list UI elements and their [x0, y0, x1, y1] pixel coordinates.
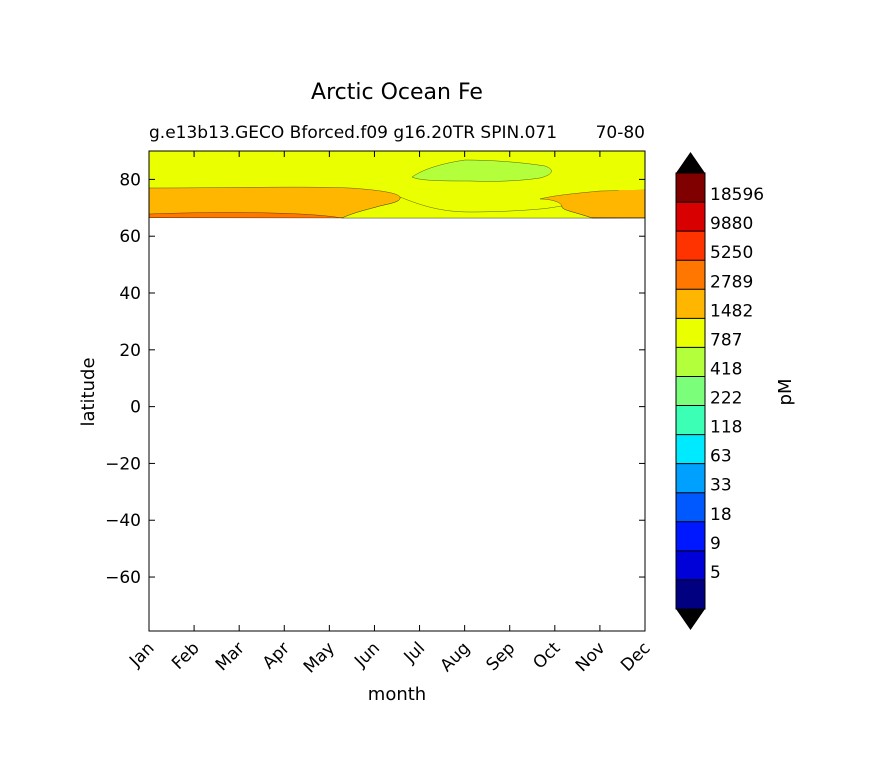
chart-subtitle-left: g.e13b13.GECO Bforced.f09 g16.20TR SPIN.… — [149, 123, 557, 143]
x-tick-label: Jun — [350, 638, 384, 672]
x-axis-label: month — [368, 684, 426, 705]
colorbar-tick-label: 1482 — [710, 301, 753, 321]
contour-region-418-787 — [411, 159, 552, 182]
colorbar-tick-label: 18596 — [710, 185, 764, 205]
colorbar-band — [676, 492, 705, 522]
x-tick-label: Oct — [529, 638, 564, 673]
plot-frame — [148, 150, 646, 632]
plot-area: 80 60 40 20 0 −20 −40 −60 Jan Feb Mar Apr May Jun Jul… — [105, 150, 655, 677]
x-tick-label: Apr — [259, 638, 294, 673]
colorbar-band — [676, 463, 705, 493]
y-tick-label: −40 — [105, 511, 141, 531]
y-tick-label: −20 — [105, 454, 141, 474]
contour-region-1482-2789-dec — [618, 190, 645, 196]
plot-background — [149, 151, 645, 631]
y-axis-ticks: 80 60 40 20 0 −20 −40 −60 — [105, 170, 645, 588]
colorbar-tick-label: 787 — [710, 330, 742, 350]
y-axis-label: latitude — [78, 357, 99, 426]
chart-subtitle-right: 70-80 — [596, 123, 645, 143]
y-tick-label: 60 — [119, 227, 141, 247]
colorbar-band — [676, 521, 705, 551]
y-tick-label: 80 — [119, 170, 141, 190]
colorbar-band — [676, 173, 705, 203]
colorbar-band — [676, 289, 705, 319]
x-tick-label: Feb — [168, 638, 203, 673]
colorbar-frame — [675, 172, 706, 610]
colorbar-band — [676, 579, 705, 609]
x-tick-label: Jul — [400, 638, 429, 667]
colorbar-label: pM — [775, 379, 796, 406]
x-tick-label: Nov — [572, 638, 610, 676]
colorbar-band — [676, 202, 705, 232]
colorbar: 18596 9880 5250 2789 1482 787 418 222 118 63 33 18 9… — [675, 152, 764, 630]
colorbar-band — [676, 434, 705, 464]
colorbar-tick-label: 118 — [710, 418, 742, 438]
colorbar-band — [676, 405, 705, 435]
chart-title: Arctic Ocean Fe — [311, 80, 483, 105]
y-tick-label: −60 — [105, 568, 141, 588]
colorbar-tick-label: 18 — [710, 505, 732, 525]
colorbar-tick-label: 222 — [710, 389, 742, 409]
colorbar-tick-label: 33 — [710, 476, 732, 496]
colorbar-band — [676, 550, 705, 580]
colorbar-tick-label: 5250 — [710, 243, 753, 263]
colorbar-extend-top — [676, 152, 705, 173]
x-tick-label: Dec — [617, 638, 654, 675]
contour-fill — [148, 151, 646, 219]
colorbar-tick-label: 63 — [710, 447, 732, 467]
y-tick-label: 20 — [119, 341, 141, 361]
colorbar-band — [676, 376, 705, 406]
colorbar-band — [676, 347, 705, 377]
contour-region-787-1482-lower — [341, 196, 593, 219]
colorbar-extend-bottom — [676, 609, 705, 630]
x-tick-label: Sep — [482, 638, 519, 675]
colorbar-tick-label: 9 — [710, 534, 721, 554]
x-tick-label: Aug — [437, 638, 475, 676]
y-tick-label: 0 — [130, 398, 141, 418]
colorbar-tick-label: 2789 — [710, 272, 753, 292]
x-tick-label: Jan — [125, 638, 158, 671]
y-tick-label: 40 — [119, 284, 141, 304]
colorbar-band — [676, 318, 705, 348]
colorbar-band — [676, 260, 705, 290]
x-tick-label: Mar — [212, 638, 249, 675]
colorbar-tick-label: 5 — [710, 563, 721, 583]
colorbar-tick-label: 9880 — [710, 214, 753, 234]
x-tick-label: May — [300, 638, 339, 677]
colorbar-tick-label: 418 — [710, 359, 742, 379]
colorbar-band — [676, 231, 705, 261]
